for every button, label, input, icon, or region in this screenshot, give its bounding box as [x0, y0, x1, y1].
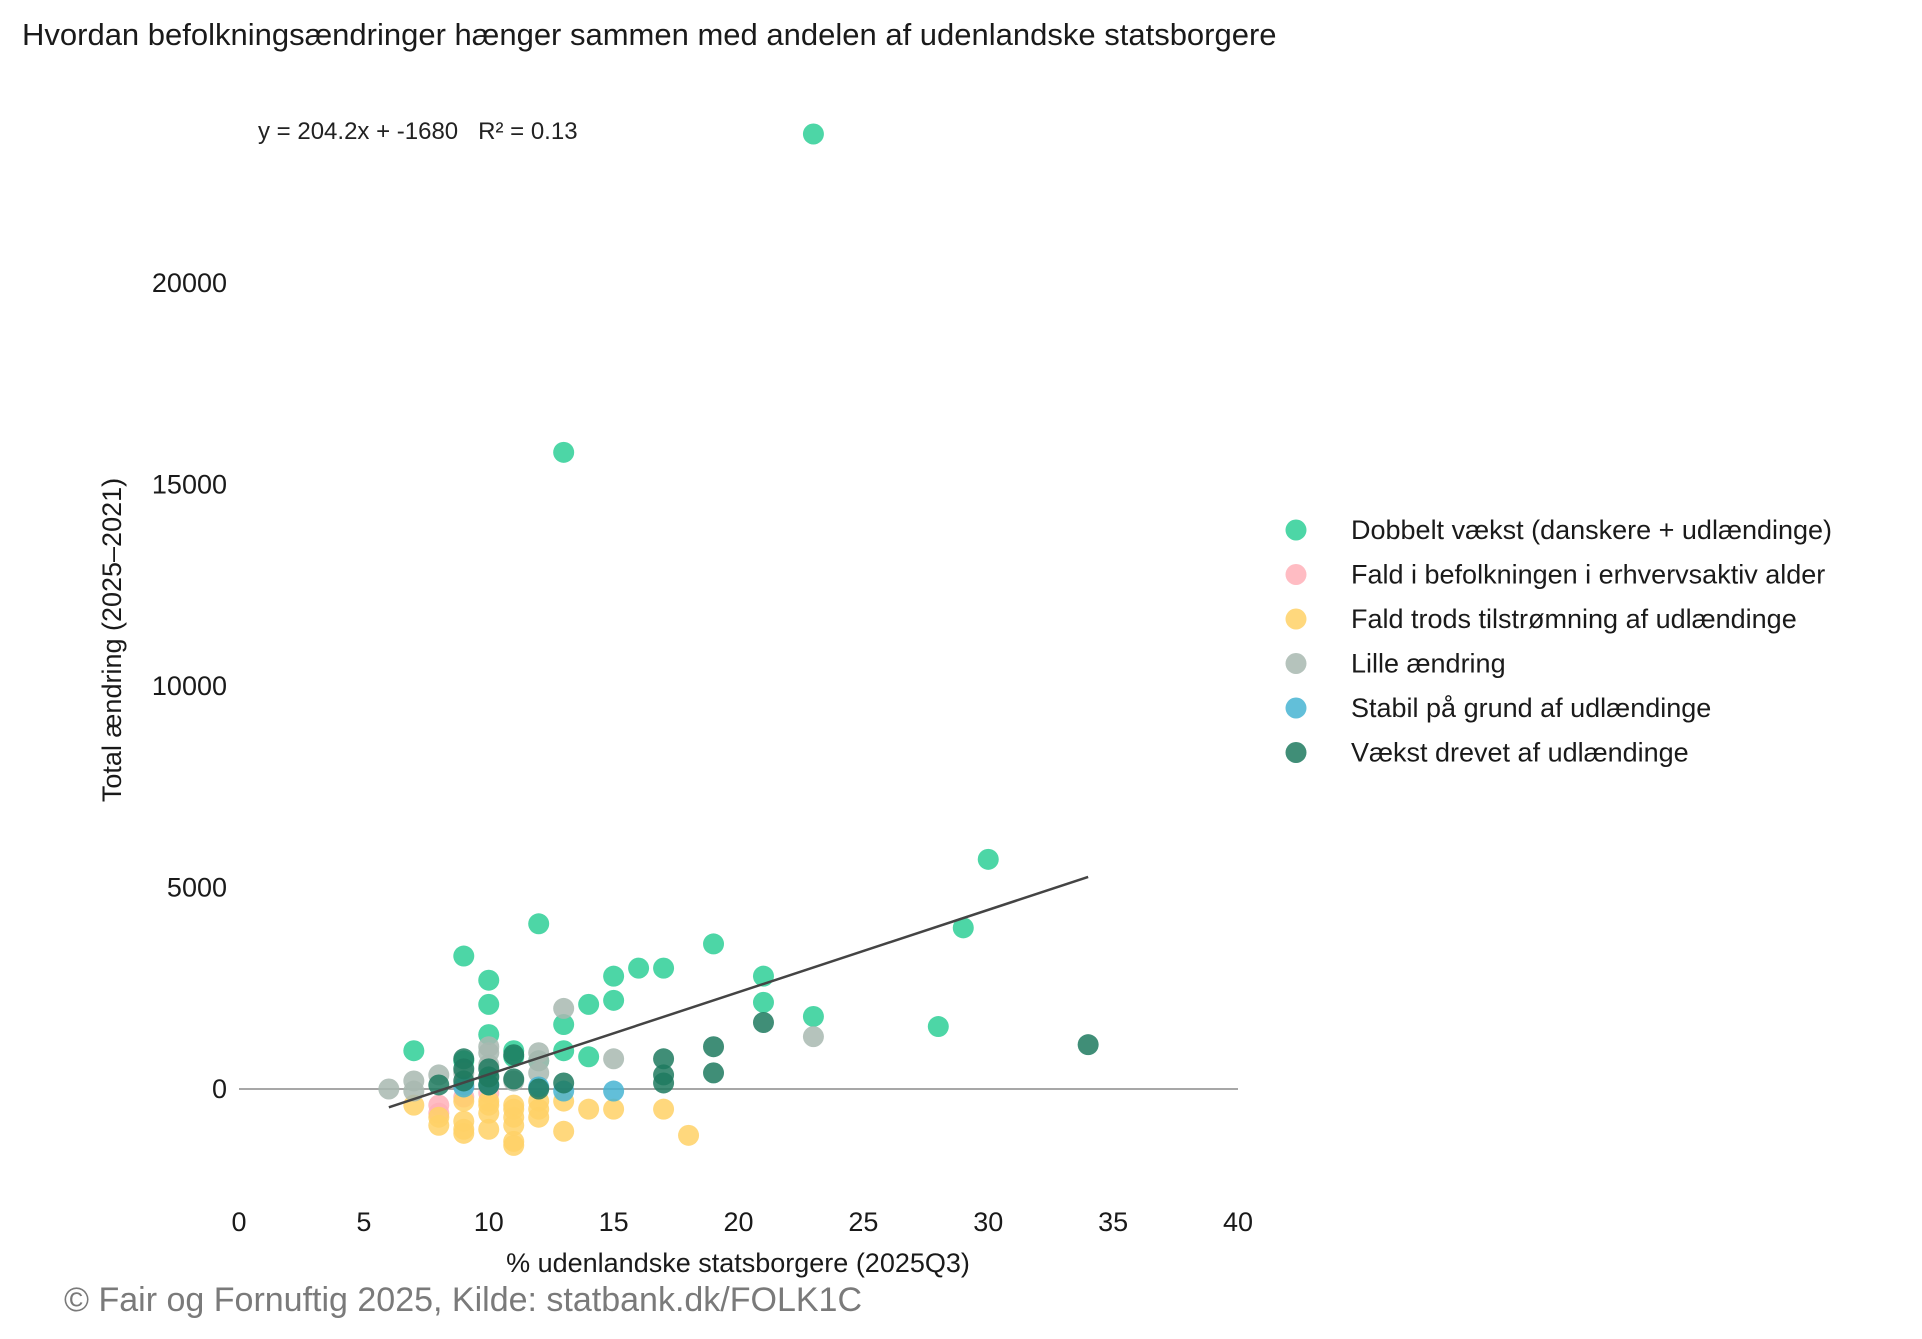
data-point [503, 1094, 525, 1116]
x-tick-label: 35 [1098, 1207, 1128, 1237]
x-tick-label: 20 [723, 1207, 753, 1237]
data-point [478, 1090, 500, 1112]
y-tick-label: 20000 [152, 268, 227, 298]
data-point [478, 1074, 500, 1096]
regression-line [388, 875, 1089, 1109]
data-point [528, 913, 550, 935]
data-point [653, 1098, 675, 1120]
data-point [453, 1070, 475, 1092]
data-point [802, 1026, 824, 1048]
x-tick-label: 30 [973, 1207, 1003, 1237]
data-point [453, 945, 475, 967]
regression-label: y = 204.2x + -1680 R² = 0.13 [258, 118, 578, 145]
series-0 [403, 123, 999, 1072]
legend-item: Dobbelt vækst (danskere + udlændinge) [1285, 515, 1832, 545]
data-point [478, 969, 500, 991]
data-point [553, 1072, 575, 1094]
legend-marker [1285, 653, 1307, 674]
data-point [528, 1078, 550, 1100]
data-point [578, 1098, 600, 1120]
data-point [802, 123, 824, 145]
data-point [653, 1048, 675, 1070]
data-point [478, 1118, 500, 1140]
data-point [678, 1124, 700, 1146]
y-tick-labels: 0 5000 10000 15000 20000 [152, 268, 227, 1104]
x-tick-label: 5 [356, 1207, 371, 1237]
series-5 [428, 1012, 1099, 1100]
data-point [453, 1110, 475, 1132]
data-point [927, 1016, 949, 1038]
data-point [553, 1120, 575, 1142]
y-axis-label: Total ændring (2025–2021) [97, 478, 127, 802]
data-point [628, 957, 650, 979]
points-layer [378, 123, 1099, 1156]
data-point [478, 1036, 500, 1058]
x-tick-label: 40 [1223, 1207, 1253, 1237]
legend-label: Dobbelt vækst (danskere + udlændinge) [1351, 515, 1832, 545]
x-tick-label: 15 [599, 1207, 629, 1237]
y-tick-label: 0 [212, 1074, 227, 1104]
data-point [428, 1106, 450, 1128]
legend-label: Stabil på grund af udlændinge [1351, 693, 1711, 723]
series-2 [403, 1090, 700, 1156]
data-point [703, 933, 725, 955]
legend: Dobbelt vækst (danskere + udlændinge) Fal… [1285, 515, 1832, 768]
data-point [703, 1062, 725, 1084]
data-point [503, 1044, 525, 1066]
data-point [503, 1068, 525, 1090]
legend-marker [1285, 697, 1307, 719]
legend-item: Stabil på grund af udlændinge [1285, 693, 1711, 723]
legend-marker [1285, 519, 1307, 541]
legend-item: Fald i befolkningen i erhvervsaktiv alde… [1285, 560, 1825, 590]
legend-label: Lille ændring [1351, 649, 1506, 679]
legend-marker [1285, 742, 1307, 763]
legend-label: Vækst drevet af udlændinge [1351, 738, 1689, 768]
regression-layer [388, 875, 1089, 1109]
data-point [578, 1046, 600, 1068]
data-point [802, 1005, 824, 1027]
x-tick-label: 25 [848, 1207, 878, 1237]
legend-label: Fald i befolkningen i erhvervsaktiv alde… [1351, 560, 1825, 590]
x-tick-labels: 0 5 10 15 20 25 30 35 40 [231, 1207, 1253, 1237]
data-point [478, 993, 500, 1015]
legend-marker [1285, 608, 1307, 630]
data-point [603, 989, 625, 1011]
data-point [553, 997, 575, 1019]
data-point [603, 1080, 625, 1102]
data-point [603, 965, 625, 987]
data-point [553, 441, 575, 463]
data-point [653, 957, 675, 979]
legend-marker [1285, 564, 1307, 585]
data-point [752, 1012, 774, 1034]
chart-title: Hvordan befolkningsændringer hænger samm… [22, 17, 1277, 52]
y-tick-label: 5000 [167, 873, 227, 903]
data-point [977, 848, 999, 870]
data-point [403, 1040, 425, 1062]
data-point [603, 1098, 625, 1120]
legend-item: Fald trods tilstrømning af udlændinge [1285, 604, 1797, 634]
data-point [653, 1072, 675, 1094]
data-point [503, 1134, 525, 1156]
legend-item: Vækst drevet af udlændinge [1285, 738, 1689, 768]
x-tick-label: 0 [231, 1207, 246, 1237]
data-point [553, 1014, 575, 1036]
x-axis-label: % udenlandske statsborgere (2025Q3) [506, 1248, 970, 1278]
data-point [752, 991, 774, 1013]
legend-item: Lille ændring [1285, 649, 1506, 679]
data-point [578, 993, 600, 1015]
data-point [378, 1078, 400, 1100]
legend-label: Fald trods tilstrømning af udlændinge [1351, 604, 1797, 634]
data-point [1077, 1034, 1099, 1056]
data-point [603, 1048, 625, 1070]
y-tick-label: 15000 [152, 470, 227, 500]
x-tick-label: 10 [474, 1207, 504, 1237]
source-footer: © Fair og Fornuftig 2025, Kilde: statban… [64, 1281, 862, 1319]
data-point [952, 917, 974, 939]
data-point [703, 1036, 725, 1058]
y-tick-label: 10000 [152, 671, 227, 701]
